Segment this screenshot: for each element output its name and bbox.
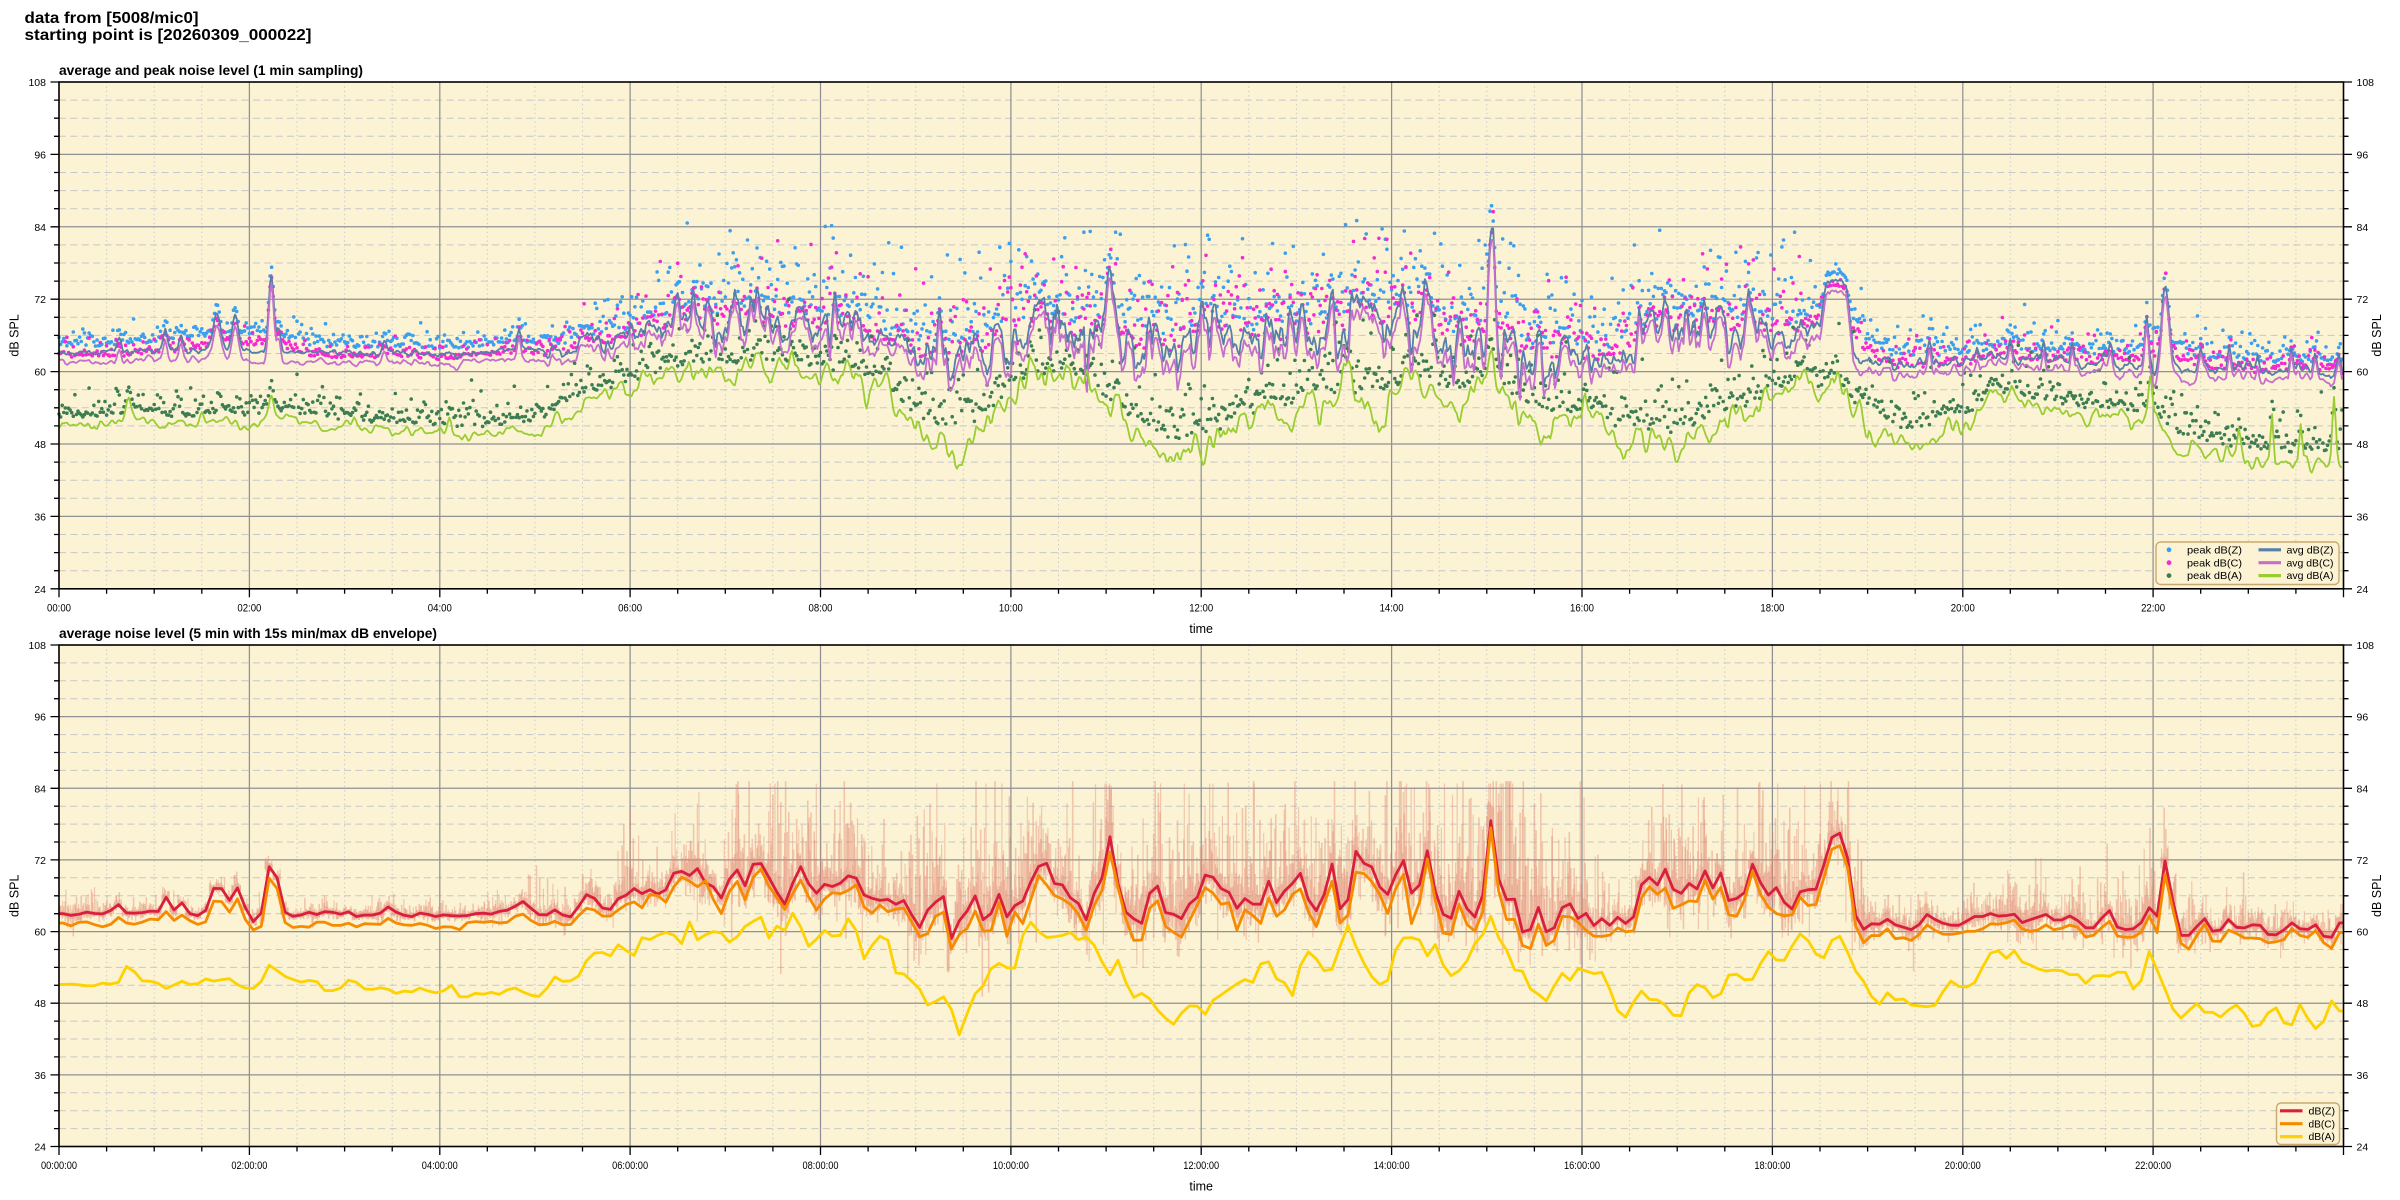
svg-text:22:00:00: 22:00:00 <box>2135 1160 2171 1172</box>
svg-text:12:00: 12:00 <box>1189 602 1213 614</box>
svg-text:dB SPL: dB SPL <box>2370 875 2384 917</box>
svg-text:20:00: 20:00 <box>1951 602 1975 614</box>
svg-text:36: 36 <box>34 1070 46 1082</box>
svg-text:14:00: 14:00 <box>1380 602 1404 614</box>
svg-text:02:00:00: 02:00:00 <box>231 1160 267 1172</box>
svg-text:96: 96 <box>34 712 46 724</box>
svg-text:60: 60 <box>34 367 46 379</box>
svg-text:108: 108 <box>28 640 46 652</box>
svg-text:48: 48 <box>2357 998 2369 1010</box>
svg-text:average noise level (5 min wit: average noise level (5 min with 15s min/… <box>59 626 437 641</box>
svg-text:18:00: 18:00 <box>1760 602 1784 614</box>
svg-text:48: 48 <box>2357 439 2369 451</box>
svg-text:48: 48 <box>34 439 46 451</box>
svg-text:04:00:00: 04:00:00 <box>422 1160 458 1172</box>
svg-text:24: 24 <box>2357 584 2369 596</box>
svg-text:108: 108 <box>2357 77 2375 89</box>
svg-text:84: 84 <box>2357 783 2369 795</box>
svg-text:starting point is [20260309_00: starting point is [20260309_000022] <box>25 27 312 44</box>
svg-text:60: 60 <box>2357 367 2369 379</box>
svg-text:00:00:00: 00:00:00 <box>41 1160 77 1172</box>
svg-text:16:00: 16:00 <box>1570 602 1594 614</box>
svg-text:peak dB(C): peak dB(C) <box>2187 557 2242 569</box>
svg-text:20:00:00: 20:00:00 <box>1945 1160 1981 1172</box>
svg-text:08:00: 08:00 <box>809 602 833 614</box>
svg-text:data from [5008/mic0]: data from [5008/mic0] <box>25 10 199 27</box>
svg-text:72: 72 <box>2357 294 2369 306</box>
svg-text:72: 72 <box>2357 855 2369 867</box>
svg-text:36: 36 <box>2357 1070 2369 1082</box>
svg-text:02:00: 02:00 <box>237 602 261 614</box>
svg-text:24: 24 <box>34 1142 46 1154</box>
svg-text:36: 36 <box>2357 511 2369 523</box>
svg-text:10:00: 10:00 <box>999 602 1023 614</box>
svg-text:peak dB(A): peak dB(A) <box>2187 570 2242 582</box>
svg-text:72: 72 <box>34 855 46 867</box>
svg-text:36: 36 <box>34 511 46 523</box>
svg-text:avg dB(C): avg dB(C) <box>2287 557 2334 569</box>
svg-text:14:00:00: 14:00:00 <box>1374 1160 1410 1172</box>
svg-text:average and peak noise level (: average and peak noise level (1 min samp… <box>59 63 363 78</box>
svg-text:18:00:00: 18:00:00 <box>1754 1160 1790 1172</box>
svg-text:84: 84 <box>34 783 46 795</box>
svg-text:dB(A): dB(A) <box>2309 1131 2336 1143</box>
svg-text:108: 108 <box>2357 640 2375 652</box>
svg-text:dB(C): dB(C) <box>2309 1118 2336 1130</box>
svg-text:08:00:00: 08:00:00 <box>803 1160 839 1172</box>
svg-text:06:00: 06:00 <box>618 602 642 614</box>
svg-text:avg dB(Z): avg dB(Z) <box>2287 544 2334 556</box>
svg-text:16:00:00: 16:00:00 <box>1564 1160 1600 1172</box>
svg-text:60: 60 <box>2357 927 2369 939</box>
svg-text:24: 24 <box>34 584 46 596</box>
svg-text:dB SPL: dB SPL <box>2370 314 2384 356</box>
svg-text:84: 84 <box>2357 222 2369 234</box>
svg-text:96: 96 <box>34 149 46 161</box>
svg-text:dB SPL: dB SPL <box>8 875 22 917</box>
svg-text:04:00: 04:00 <box>428 602 452 614</box>
svg-text:12:00:00: 12:00:00 <box>1183 1160 1219 1172</box>
svg-text:72: 72 <box>34 294 46 306</box>
svg-text:time: time <box>1189 622 1213 636</box>
svg-text:00:00: 00:00 <box>47 602 71 614</box>
svg-text:84: 84 <box>34 222 46 234</box>
svg-text:avg dB(A): avg dB(A) <box>2287 570 2334 582</box>
svg-text:dB SPL: dB SPL <box>8 314 22 356</box>
svg-text:108: 108 <box>28 77 46 89</box>
svg-text:24: 24 <box>2357 1142 2369 1154</box>
svg-text:22:00: 22:00 <box>2141 602 2165 614</box>
svg-text:96: 96 <box>2357 149 2369 161</box>
svg-text:96: 96 <box>2357 712 2369 724</box>
svg-text:06:00:00: 06:00:00 <box>612 1160 648 1172</box>
svg-text:time: time <box>1189 1180 1213 1194</box>
svg-text:10:00:00: 10:00:00 <box>993 1160 1029 1172</box>
svg-text:peak dB(Z): peak dB(Z) <box>2187 544 2242 556</box>
svg-text:60: 60 <box>34 927 46 939</box>
svg-text:dB(Z): dB(Z) <box>2309 1105 2336 1117</box>
svg-text:48: 48 <box>34 998 46 1010</box>
